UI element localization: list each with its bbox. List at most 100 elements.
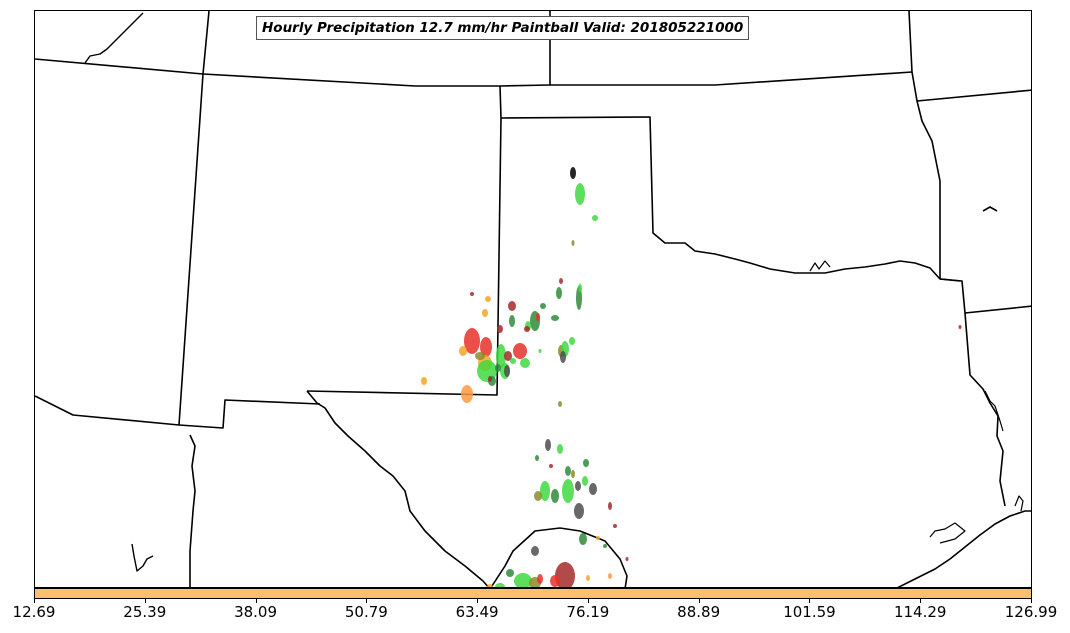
colorbar-tick-mark	[920, 599, 922, 603]
paintball-blob	[524, 326, 530, 332]
coast-ticks	[984, 390, 1004, 432]
map-canvas	[35, 11, 1031, 587]
paintball-blob	[559, 278, 563, 284]
colorbar-tick-label: 88.89	[677, 603, 721, 621]
bay-outline	[1014, 495, 1024, 512]
lake-small	[982, 206, 998, 212]
paintball-blob	[571, 470, 575, 478]
colorbar-tick-mark	[587, 599, 589, 603]
paintball-blob	[531, 546, 539, 556]
paintball-blob	[540, 303, 546, 309]
colorbar-tick-label: 12.69	[12, 603, 56, 621]
paintball-blob	[570, 167, 576, 179]
paintball-blob	[488, 376, 492, 382]
paintball-blob	[575, 481, 581, 491]
colorbar-tick-label: 50.79	[344, 603, 388, 621]
state-border-tx-mexico	[306, 390, 490, 587]
paintball-blob	[480, 337, 492, 357]
paintball-blob	[459, 346, 467, 356]
colorbar-tick-mark	[1031, 599, 1032, 603]
paintball-blob	[589, 483, 597, 495]
paintball-blob	[557, 444, 563, 454]
paintball-blob	[487, 584, 493, 587]
paintball-blob	[485, 296, 491, 302]
paintball-blob	[504, 365, 510, 377]
paintball-blob	[510, 358, 516, 364]
paintball-blob	[421, 377, 427, 385]
paintball-blob	[513, 343, 527, 359]
paintball-blob	[613, 524, 617, 528]
colorbar-tick-mark	[477, 599, 479, 603]
paintball-blob	[574, 503, 584, 519]
state-border-nm-mexico	[189, 434, 196, 587]
colorbar-tick-mark	[255, 599, 257, 603]
colorbar-tick-label: 76.19	[566, 603, 610, 621]
colorbar	[34, 588, 1032, 599]
red-river-marks	[809, 260, 831, 272]
paintball-blob	[534, 491, 542, 501]
paintball-blob	[538, 349, 542, 353]
paintball-blob	[508, 301, 516, 311]
paintball-blob	[560, 351, 566, 363]
paintball-blob	[576, 286, 582, 310]
state-border-nm-tx	[306, 85, 502, 396]
state-border-az-mexico	[35, 395, 180, 426]
paintball-blob	[540, 481, 550, 501]
paintball-blob	[461, 385, 473, 403]
paintball-blob	[562, 479, 574, 503]
paintball-blob	[470, 292, 474, 296]
paintball-blob	[549, 464, 553, 468]
state-border-ar	[916, 100, 941, 279]
paintball-blob	[535, 455, 539, 461]
state-border-co-ut	[202, 11, 210, 75]
paintball-blob	[497, 325, 503, 333]
paintball-blob	[475, 352, 485, 360]
paintball-blob	[496, 344, 506, 368]
paintball-blob	[495, 583, 505, 587]
colorbar-tick-mark	[34, 599, 35, 603]
colorbar-ticks: 12.69 25.39 38.09 50.79 63.49 76.19 88.89 101.5…	[0, 599, 1070, 633]
paintball-blob	[506, 569, 514, 577]
paintball-blob	[482, 309, 488, 317]
paintball-blob	[504, 351, 512, 361]
state-border-mx-bulge	[490, 527, 628, 587]
paintball-blob	[596, 536, 600, 540]
paintball-blob	[571, 240, 575, 246]
paintball-blob	[545, 439, 551, 451]
map-title: Hourly Precipitation 12.7 mm/hr Paintbal…	[256, 16, 750, 40]
colorbar-tick-label: 101.59	[783, 603, 836, 621]
paintball-blob	[592, 215, 598, 221]
state-border-la-tx	[964, 312, 1006, 507]
paintball-blob	[556, 287, 562, 299]
paintball-blob	[550, 575, 560, 587]
coastline-baja	[131, 543, 154, 572]
paintball-blob	[555, 562, 575, 587]
lake-outline	[84, 12, 144, 64]
coastline-gulf	[897, 510, 1031, 587]
colorbar-tick-mark	[144, 599, 146, 603]
state-boundaries	[35, 11, 1031, 587]
colorbar-tick-label: 25.39	[123, 603, 167, 621]
paintball-blob	[608, 502, 612, 510]
state-border-nm-az	[178, 73, 321, 429]
paintball-blob	[565, 466, 571, 476]
paintball-blob	[537, 574, 543, 584]
map-panel: Hourly Precipitation 12.7 mm/hr Paintbal…	[34, 10, 1032, 588]
paintball-blob	[579, 533, 587, 545]
paintball-blob	[575, 183, 585, 205]
paintball-blob	[536, 313, 540, 321]
colorbar-tick-label: 114.29	[893, 603, 947, 621]
colorbar-tick-label: 126.99	[1004, 603, 1058, 621]
colorbar-tick-mark	[809, 599, 811, 603]
paintball-blob	[569, 337, 575, 345]
paintball-blob	[625, 557, 629, 561]
paintball-blob	[551, 315, 559, 321]
paintball-blob	[520, 358, 530, 368]
state-border-north	[35, 58, 913, 87]
paintball-blob	[603, 544, 607, 548]
state-border-ok	[500, 116, 961, 282]
paintball-blob	[586, 575, 590, 581]
paintball-blob	[582, 476, 588, 486]
paintball-blob	[514, 573, 532, 587]
paintball-blob	[583, 459, 589, 467]
